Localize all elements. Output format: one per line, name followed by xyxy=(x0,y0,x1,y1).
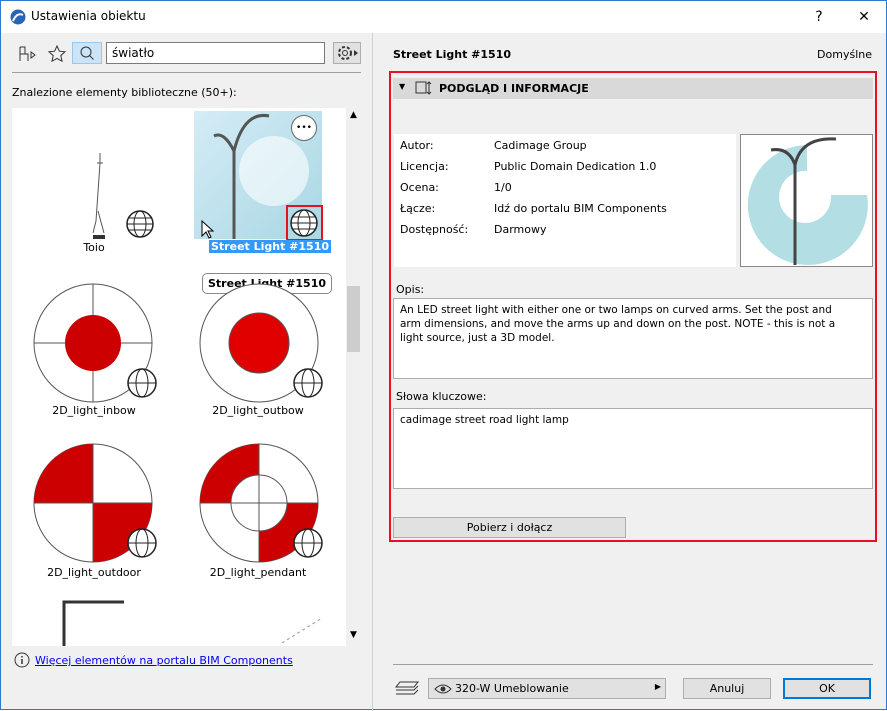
more-elements-link[interactable]: Więcej elementów na portalu BIM Componen… xyxy=(35,654,293,667)
settings-menu-button[interactable] xyxy=(333,42,361,64)
symbol-inbow[interactable] xyxy=(32,283,162,403)
info-value: Cadimage Group xyxy=(494,139,587,152)
more-options-button[interactable]: ••• xyxy=(291,115,317,141)
library-items-grid: Toio ••• Street Light #1510 Street Light… xyxy=(12,108,346,646)
divider xyxy=(12,72,361,73)
preview-info-panel: ▼ PODGLĄD I INFORMACJE Autor: Cadimage Gr… xyxy=(389,71,877,542)
item-label: Toio xyxy=(83,241,105,254)
collapse-arrow-icon[interactable]: ▼ xyxy=(399,82,406,91)
title-bar: Ustawienia obiektu ? ✕ xyxy=(1,1,886,33)
bim-portal-link[interactable]: Idź do portalu BIM Components xyxy=(494,202,667,215)
close-button[interactable]: ✕ xyxy=(858,9,870,25)
results-label: Znalezione elementy biblioteczne (50+): xyxy=(12,86,237,99)
info-icon xyxy=(14,652,30,668)
info-value: Public Domain Dedication 1.0 xyxy=(494,160,657,173)
symbol-pendant[interactable] xyxy=(198,443,328,563)
info-key: Autor: xyxy=(400,139,434,152)
symbol-outbow[interactable] xyxy=(198,283,328,403)
lamp-thumbnail xyxy=(92,153,105,239)
divider xyxy=(393,664,873,665)
street-light-thumbnail xyxy=(213,113,309,239)
favorites-star-icon[interactable] xyxy=(47,44,67,64)
info-value: 1/0 xyxy=(494,181,512,194)
search-input[interactable]: światło xyxy=(106,42,325,64)
window-title: Ustawienia obiektu xyxy=(31,9,146,23)
search-icon xyxy=(80,46,94,60)
description-label: Opis: xyxy=(396,283,425,296)
mouse-cursor-icon xyxy=(201,220,215,239)
preview-image xyxy=(740,134,873,267)
layer-selector[interactable]: 320-W Umeblowanie ▶ xyxy=(428,678,666,699)
cancel-button[interactable]: Anuluj xyxy=(683,678,771,699)
info-table: Autor: Cadimage Group Licencja: Public Dom… xyxy=(394,134,736,267)
item-label: 2D_light_pendant xyxy=(209,566,307,579)
gear-icon xyxy=(338,46,358,60)
archicad-logo-icon xyxy=(10,9,26,25)
library-item-street-light[interactable]: ••• xyxy=(194,111,323,241)
defaults-label: Domyślne xyxy=(817,48,872,61)
keywords-field[interactable]: cadimage street road light lamp xyxy=(393,408,873,489)
layer-name: 320-W Umeblowanie xyxy=(455,682,569,695)
item-label: 2D_light_outbow xyxy=(212,404,304,417)
preview-info-icon xyxy=(415,81,432,95)
highlight-box xyxy=(286,205,323,241)
download-and-attach-button[interactable]: Pobierz i dołącz xyxy=(393,517,626,538)
help-button[interactable]: ? xyxy=(815,9,823,25)
globe-icon[interactable] xyxy=(288,207,321,239)
keywords-label: Słowa kluczowe: xyxy=(396,390,487,403)
pane-divider[interactable] xyxy=(372,33,373,711)
scroll-up-icon[interactable]: ▲ xyxy=(350,110,357,120)
object-name: Street Light #1510 xyxy=(393,48,512,61)
scroll-thumb[interactable] xyxy=(347,286,360,352)
section-title: PODGLĄD I INFORMACJE xyxy=(439,82,589,95)
eye-icon xyxy=(434,684,452,693)
item-label: 2D_light_inbow xyxy=(52,404,136,417)
description-field[interactable]: An LED street light with either one or t… xyxy=(393,298,873,379)
partial-items xyxy=(62,600,323,646)
info-key: Ocena: xyxy=(400,181,439,194)
globe-icon xyxy=(126,210,154,238)
tooltip: Street Light #1510 xyxy=(202,273,333,294)
item-label-selected: Street Light #1510 xyxy=(209,240,332,253)
item-label: 2D_light_outdoor xyxy=(47,566,141,579)
info-key: Łącze: xyxy=(400,202,436,215)
scroll-down-icon[interactable]: ▼ xyxy=(350,630,357,640)
grid-scrollbar[interactable]: ▲ ▼ xyxy=(346,108,361,646)
object-type-icon[interactable] xyxy=(17,45,41,63)
section-header[interactable]: ▼ PODGLĄD I INFORMACJE xyxy=(393,78,873,99)
search-toggle-button[interactable] xyxy=(72,42,102,64)
layers-icon xyxy=(394,681,420,695)
info-value: Darmowy xyxy=(494,223,547,236)
library-item-toio[interactable] xyxy=(18,111,168,251)
ok-button[interactable]: OK xyxy=(783,678,871,699)
submenu-arrow-icon: ▶ xyxy=(654,682,661,691)
info-key: Licencja: xyxy=(400,160,449,173)
symbol-outdoor[interactable] xyxy=(32,443,162,563)
info-key: Dostępność: xyxy=(400,223,469,236)
